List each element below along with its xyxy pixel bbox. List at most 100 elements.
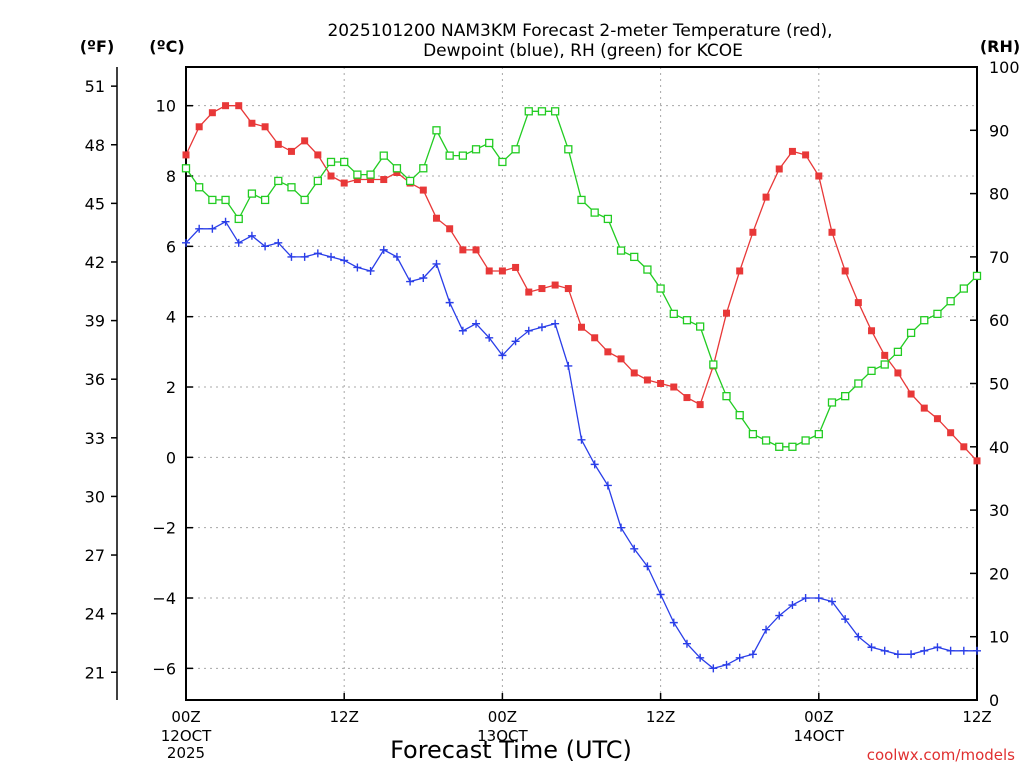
temperature-point [235,102,243,110]
temperature-point [498,267,506,275]
temperature-point [854,299,862,307]
temperature-point [802,151,810,159]
dewpoint-point [300,252,309,261]
rh-tick-label: 70 [989,248,1009,267]
rh-point [748,429,758,439]
temperature-point [670,383,678,391]
credit-text[interactable]: coolwx.com/models [867,746,1015,764]
rh-point [221,195,230,205]
dewpoint-point [261,242,270,251]
rh-point [392,164,402,173]
temperature-point [248,119,256,127]
temperature-series [182,102,981,465]
rh-point [247,189,257,198]
rh-point [181,164,191,173]
fahrenheit-tick-label: 48 [85,136,105,155]
celsius-tick-label: −4 [152,589,176,608]
rh-point [959,284,968,293]
dewpoint-point [498,351,507,360]
x-tick-date-label: 13OCT [477,727,528,745]
rh-series [181,107,982,451]
dewpoint-point [458,326,467,335]
dewpoint-point [656,590,665,599]
rh-point [498,157,507,167]
rh-point [274,176,283,186]
temperature-point [340,179,348,187]
rh-point [867,366,876,375]
dewpoint-point [327,252,336,261]
dewpoint-point [669,618,678,627]
temperature-point [841,267,849,275]
temperature-point [643,376,651,384]
rh-tick-label: 100 [989,58,1020,77]
rh-point [630,252,639,262]
temperature-point [380,176,388,184]
dewpoint-point [893,650,902,659]
fahrenheit-unit-label: (ºF) [80,37,115,56]
fahrenheit-tick-label: 33 [85,429,105,448]
dewpoint-point [577,435,586,444]
temperature-point [301,137,309,145]
rh-point [656,284,665,293]
dewpoint-point [274,238,283,247]
dewpoint-point [247,231,256,240]
dewpoint-point [920,646,929,655]
rh-point [854,379,863,388]
dewpoint-point [511,337,520,346]
dewpoint-point [590,460,599,469]
temperature-point [432,214,440,222]
dewpoint-point [551,319,560,328]
dewpoint-point [775,611,784,620]
dewpoint-point [946,646,955,655]
x-tick-label: 12Z [962,708,991,726]
celsius-tick-label: 6 [166,237,176,256]
dewpoint-point [406,277,415,286]
rh-point [814,429,823,439]
x-tick-date-label: 12OCT [161,727,212,745]
x-tick-date-label: 14OCT [794,727,845,745]
rh-point [761,436,771,445]
temperature-point [868,327,876,335]
rh-point [471,145,481,154]
temperature-point [736,267,744,275]
rh-point [366,170,375,179]
rh-point [933,309,942,319]
dewpoint-point [696,653,705,662]
rh-point [669,309,678,319]
dewpoint-point [907,650,916,659]
rh-tick-label: 30 [989,501,1009,520]
series-layer [181,102,982,673]
dewpoint-point [603,481,612,490]
chart-title-line2: Dewpoint (blue), RH (green) for KCOE [423,41,743,61]
temperature-point [617,355,625,363]
dewpoint-point [485,333,494,342]
temperature-point [920,404,928,412]
temperature-point [446,225,454,233]
rh-tick-label: 0 [989,691,999,710]
temperature-point [353,176,361,184]
dewpoint-point [827,597,836,606]
chart-title-line1: 2025101200 NAM3KM Forecast 2-meter Tempe… [327,21,832,41]
temperature-point [287,147,295,155]
rh-tick-label: 10 [989,628,1009,647]
dewpoint-series [182,217,981,673]
rh-tick-label: 40 [989,438,1009,457]
temperature-point [973,457,981,465]
rh-point [445,151,454,160]
dewpoint-point [564,361,573,370]
temperature-point [195,123,203,131]
celsius-tick-label: −2 [152,519,176,538]
rh-point [524,107,533,116]
temperature-point [525,288,533,296]
dewpoint-point [537,323,546,332]
rh-point [972,271,982,281]
dewpoint-point [208,224,217,233]
rh-point [537,107,547,116]
rh-point [920,316,929,325]
rh-point [775,442,784,451]
dewpoint-point [445,298,454,307]
celsius-tick-label: 10 [156,97,176,116]
temperature-point [815,172,823,180]
temperature-point [630,369,638,377]
dewpoint-point [735,653,744,662]
